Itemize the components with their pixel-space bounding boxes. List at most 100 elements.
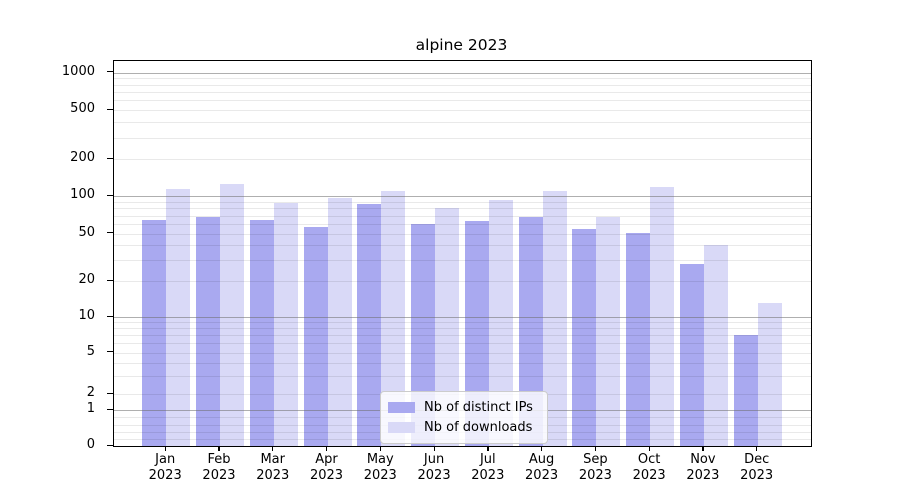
bar-distinct-ips	[303, 226, 328, 446]
minor-gridline	[114, 84, 811, 86]
x-tick-mark	[164, 446, 166, 451]
x-axis-tick-label: Sep 2023	[563, 452, 627, 483]
legend-label-downloads: Nb of downloads	[424, 419, 533, 435]
x-tick-month: Jun	[423, 452, 445, 467]
bar-downloads	[757, 303, 782, 446]
x-axis-tick-label: Jun 2023	[402, 452, 466, 483]
minor-gridline	[114, 328, 811, 330]
y-tick-mark	[107, 194, 113, 197]
y-tick-mark	[107, 351, 113, 353]
x-tick-year: 2023	[471, 467, 505, 483]
y-tick-mark	[107, 408, 113, 410]
x-tick-year: 2023	[363, 467, 397, 483]
x-tick-mark	[594, 446, 597, 451]
y-axis-tick-label: 10	[78, 308, 95, 323]
x-tick-mark	[648, 446, 650, 451]
x-tick-mark	[326, 446, 328, 451]
legend-label-distinct-ips: Nb of distinct IPs	[424, 399, 533, 415]
x-tick-year: 2023	[740, 467, 774, 483]
minor-gridline	[114, 159, 811, 161]
major-gridline	[114, 317, 811, 318]
minor-gridline	[114, 281, 811, 282]
x-tick-year: 2023	[417, 467, 451, 483]
bar-distinct-ips	[357, 203, 382, 446]
x-tick-mark	[218, 446, 220, 451]
x-tick-mark	[433, 446, 435, 451]
minor-gridline	[114, 233, 811, 235]
x-tick-year: 2023	[202, 467, 236, 483]
x-tick-month: Mar	[260, 452, 285, 467]
x-tick-month: Feb	[207, 452, 231, 467]
minor-gridline	[114, 110, 811, 112]
x-tick-mark	[487, 446, 489, 451]
bar-distinct-ips	[142, 219, 167, 446]
x-tick-mark	[541, 446, 543, 451]
x-tick-year: 2023	[309, 467, 344, 483]
y-axis-tick-label: 5	[86, 343, 95, 359]
y-axis-tick-label: 0	[86, 437, 95, 452]
bar-downloads	[596, 217, 621, 446]
y-axis-tick-label: 500	[70, 101, 95, 117]
minor-gridline	[114, 122, 811, 124]
legend-swatch-distinct-ips	[388, 401, 415, 413]
y-axis-tick-label: 20	[78, 272, 95, 287]
minor-gridline	[114, 223, 811, 225]
minor-gridline	[114, 343, 811, 345]
legend-entry-downloads: Nb of downloads	[388, 417, 538, 437]
minor-gridline	[114, 78, 811, 80]
y-tick-mark	[107, 444, 113, 446]
x-tick-month: Jan	[155, 452, 176, 467]
x-axis-tick-label: Dec 2023	[725, 452, 789, 483]
x-tick-year: 2023	[686, 467, 720, 483]
x-axis-tick-label: May 2023	[348, 452, 412, 483]
bar-downloads	[219, 184, 244, 446]
y-tick-mark	[107, 392, 113, 394]
y-axis-tick-label: 50	[78, 224, 95, 240]
bar-downloads	[703, 245, 728, 446]
minor-gridline	[114, 137, 811, 139]
minor-gridline	[114, 92, 811, 94]
x-tick-month: Sep	[583, 452, 608, 467]
chart-title: alpine 2023	[415, 36, 508, 54]
x-tick-mark	[379, 446, 381, 451]
y-axis-tick-label: 2	[86, 385, 95, 401]
minor-gridline	[114, 375, 811, 377]
bar-distinct-ips	[249, 219, 274, 446]
minor-gridline	[114, 362, 811, 364]
x-axis-tick-label: Aug 2023	[510, 452, 574, 483]
minor-gridline	[114, 215, 811, 217]
y-tick-mark	[107, 315, 113, 317]
y-axis-tick-label: 1000	[61, 63, 95, 79]
x-tick-mark	[702, 446, 704, 451]
minor-gridline	[114, 335, 811, 337]
x-tick-month: Aug	[528, 452, 555, 467]
x-axis-tick-label: Apr 2023	[295, 452, 359, 483]
major-gridline	[114, 72, 811, 74]
y-axis-tick-label: 100	[70, 187, 95, 203]
plot-area: Nb of distinct IPs Nb of downloads	[113, 60, 812, 447]
x-tick-month: Jul	[479, 452, 496, 467]
y-axis-tick-label: 200	[70, 150, 95, 166]
x-tick-year: 2023	[148, 467, 182, 483]
x-axis-tick-label: Mar 2023	[241, 452, 305, 483]
x-tick-month: Dec	[744, 452, 770, 467]
x-tick-year: 2023	[256, 467, 290, 483]
bar-distinct-ips	[195, 217, 220, 446]
legend-swatch-downloads	[388, 421, 415, 433]
x-tick-year: 2023	[525, 467, 559, 483]
x-tick-month: Apr	[315, 452, 338, 467]
y-tick-mark	[107, 232, 113, 234]
major-gridline	[114, 196, 811, 198]
bar-distinct-ips	[572, 228, 597, 446]
x-tick-year: 2023	[578, 467, 612, 483]
y-tick-mark	[107, 279, 113, 281]
minor-gridline	[114, 100, 811, 102]
minor-gridline	[114, 208, 811, 210]
y-tick-mark	[107, 108, 113, 110]
x-tick-month: Oct	[637, 452, 661, 467]
x-axis-tick-label: Oct 2023	[617, 452, 681, 483]
minor-gridline	[114, 322, 811, 324]
